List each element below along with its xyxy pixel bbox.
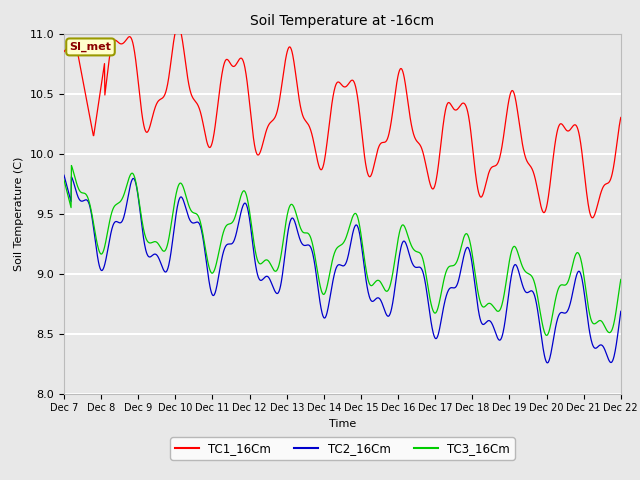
Title: Soil Temperature at -16cm: Soil Temperature at -16cm bbox=[250, 14, 435, 28]
Y-axis label: Soil Temperature (C): Soil Temperature (C) bbox=[14, 156, 24, 271]
Legend: TC1_16Cm, TC2_16Cm, TC3_16Cm: TC1_16Cm, TC2_16Cm, TC3_16Cm bbox=[170, 437, 515, 460]
Text: SI_met: SI_met bbox=[70, 42, 111, 52]
X-axis label: Time: Time bbox=[329, 419, 356, 429]
